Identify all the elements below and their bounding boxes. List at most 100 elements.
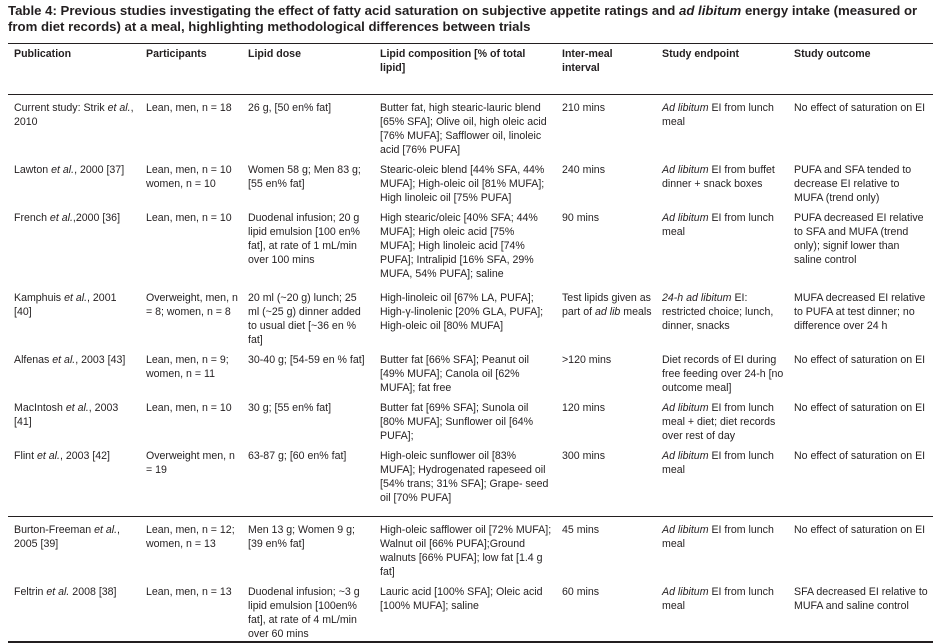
cell-lipid-dose: Women 58 g; Men 83 g; [55 en% fat] — [242, 157, 374, 205]
text: 26 g, [50 en% fat] — [248, 102, 332, 114]
cell-participants: Lean, men, n = 12; women, n = 13 — [140, 516, 242, 579]
cell-lipid-composition: Butter fat, high stearic-lauric blend [6… — [374, 95, 556, 158]
text: 300 mins — [562, 450, 605, 462]
text: 20 ml (~20 g) lunch; 25 ml (~25 g) dinne… — [248, 292, 361, 346]
cell-inter-meal-interval: 90 mins — [556, 205, 656, 285]
cell-study-endpoint: Ad libitum EI from lunch meal — [656, 95, 788, 158]
text: Men 13 g; Women 9 g; [39 en% fat] — [248, 523, 355, 550]
cell-publication: French et al.,2000 [36] — [8, 205, 140, 285]
text: , 2005 [39] — [14, 523, 120, 550]
text: Kamphuis — [14, 292, 65, 304]
table-row: Flint et al., 2003 [42] Overweight men, n… — [8, 443, 933, 516]
text: Lean, men, n = 10 — [146, 402, 232, 414]
cell-participants: Lean, men, n = 18 — [140, 95, 242, 158]
text: Test lipids given as part of — [562, 292, 651, 318]
text: 60 mins — [562, 585, 600, 598]
italic-text: et al. — [94, 523, 118, 536]
italic-text: et al. — [52, 354, 76, 366]
cell-inter-meal-interval: 45 mins — [556, 516, 656, 579]
text: Butter fat, high stearic-lauric blend [6… — [380, 102, 547, 156]
text: 2008 [38] — [69, 585, 117, 598]
text: 240 mins — [562, 164, 605, 176]
text: High-oleic sunflower oil [83% MUFA]; Hyd… — [380, 450, 549, 504]
cell-lipid-dose: Duodenal infusion; 20 g lipid emulsion [… — [242, 205, 374, 285]
text: EI: restricted choice; lunch, dinner, sn… — [662, 292, 774, 332]
cell-publication: Kamphuis et al., 2001 [40] — [8, 285, 140, 347]
text: No effect of saturation on EI — [794, 354, 926, 366]
text: Table 4: Previous studies investigating … — [8, 3, 679, 18]
text: Feltrin — [14, 585, 47, 598]
cell-participants: Overweight men, n = 19 — [140, 443, 242, 516]
italic-text: Ad libitum — [662, 523, 709, 536]
text: EI from lunch meal — [662, 102, 774, 128]
text: No effect of saturation on EI — [794, 450, 926, 462]
italic-text: Ad libitum — [662, 212, 709, 224]
cell-inter-meal-interval: 60 mins — [556, 579, 656, 642]
italic-text: et al. — [46, 585, 70, 598]
text: Duodenal infusion; ~3 g lipid emulsion [… — [248, 585, 360, 640]
cell-study-outcome: No effect of saturation on EI — [788, 347, 933, 395]
text: PUFA decreased EI relative to SFA and MU… — [794, 212, 924, 266]
text: Alfenas — [14, 354, 53, 366]
text: ,2000 [36] — [72, 212, 121, 224]
text: 120 mins — [562, 402, 605, 414]
text: Lean, men, n = 13 — [146, 585, 232, 598]
cell-study-outcome: MUFA decreased EI relative to PUFA at te… — [788, 285, 933, 347]
cell-study-endpoint: Ad libitum EI from lunch meal — [656, 205, 788, 285]
table-row: Feltrin et al. 2008 [38] Lean, men, n = 1… — [8, 579, 933, 642]
table-row: Alfenas et al., 2003 [43] Lean, men, n = … — [8, 347, 933, 395]
text: PUFA and SFA tended to decrease EI relat… — [794, 164, 912, 204]
text: , 2003 [42] — [59, 450, 111, 462]
cell-lipid-composition: Butter fat [69% SFA]; Sunola oil [80% MU… — [374, 395, 556, 443]
text: EI from lunch meal — [662, 523, 774, 550]
text: EI from lunch meal + diet; diet records … — [662, 402, 776, 442]
cell-lipid-dose: 30-40 g; [54-59 en % fat] — [242, 347, 374, 395]
italic-text: Ad libitum — [662, 164, 709, 176]
text: Current study: Strik — [14, 102, 108, 114]
text: Butter fat [66% SFA]; Peanut oil [49% MU… — [380, 354, 529, 394]
italic-text: et al. — [107, 102, 131, 114]
text: MUFA decreased EI relative to PUFA at te… — [794, 292, 926, 332]
cell-study-endpoint: 24-h ad libitum EI: restricted choice; l… — [656, 285, 788, 347]
cell-study-outcome: PUFA decreased EI relative to SFA and MU… — [788, 205, 933, 285]
text: No effect of saturation on EI — [794, 102, 926, 114]
table-row: Burton-Freeman et al., 2005 [39] Lean, me… — [8, 516, 933, 579]
cell-publication: MacIntosh et al., 2003 [41] — [8, 395, 140, 443]
text: , 2003 [43] — [75, 354, 126, 366]
text: Burton-Freeman — [14, 523, 95, 536]
text: , 2000 [37] — [74, 164, 125, 176]
italic-text: ad libitum — [679, 3, 742, 18]
text: Duodenal infusion; 20 g lipid emulsion [… — [248, 212, 360, 266]
table-row: Lawton et al., 2000 [37] Lean, men, n = 1… — [8, 157, 933, 205]
cell-lipid-composition: Butter fat [66% SFA]; Peanut oil [49% MU… — [374, 347, 556, 395]
text: 30 g; [55 en% fat] — [248, 402, 332, 414]
cell-lipid-composition: High stearic/oleic [40% SFA; 44% MUFA]; … — [374, 205, 556, 285]
cell-study-outcome: No effect of saturation on EI — [788, 516, 933, 579]
text: No effect of saturation on EI — [794, 523, 926, 536]
text: , 2001 [40] — [14, 292, 117, 318]
header-lipid-composition: Lipid composition [% of total lipid] — [380, 48, 526, 74]
cell-inter-meal-interval: Test lipids given as part of ad lib meal… — [556, 285, 656, 347]
cell-lipid-dose: Men 13 g; Women 9 g; [39 en% fat] — [242, 516, 374, 579]
text: , 2003 [41] — [14, 402, 119, 428]
text: Flint — [14, 450, 37, 462]
header-lipid-dose: Lipid dose — [248, 48, 301, 60]
cell-study-endpoint: Ad libitum EI from lunch meal + diet; di… — [656, 395, 788, 443]
text: SFA decreased EI relative to MUFA and sa… — [794, 585, 928, 612]
studies-table: Publication Participants Lipid dose Lipid c… — [8, 43, 933, 643]
table-row: MacIntosh et al., 2003 [41] Lean, men, n … — [8, 395, 933, 443]
table-row: Current study: Strik et al., 2010 Lean, m… — [8, 95, 933, 158]
cell-inter-meal-interval: 210 mins — [556, 95, 656, 158]
text: Women 58 g; Men 83 g; [55 en% fat] — [248, 164, 361, 190]
cell-study-endpoint: Ad libitum EI from buffet dinner + snack… — [656, 157, 788, 205]
header-participants: Participants — [146, 48, 207, 60]
text: No effect of saturation on EI — [794, 402, 926, 414]
italic-text: 24-h ad libitum — [662, 292, 732, 304]
italic-text: Ad libitum — [662, 102, 709, 114]
text: 90 mins — [562, 212, 600, 224]
text: 210 mins — [562, 102, 605, 114]
italic-text: et al. — [51, 164, 75, 176]
text: Lean, men, n = 9; women, n = 11 — [146, 354, 229, 380]
cell-lipid-dose: Duodenal infusion; ~3 g lipid emulsion [… — [242, 579, 374, 642]
text: EI from lunch meal — [662, 212, 774, 238]
